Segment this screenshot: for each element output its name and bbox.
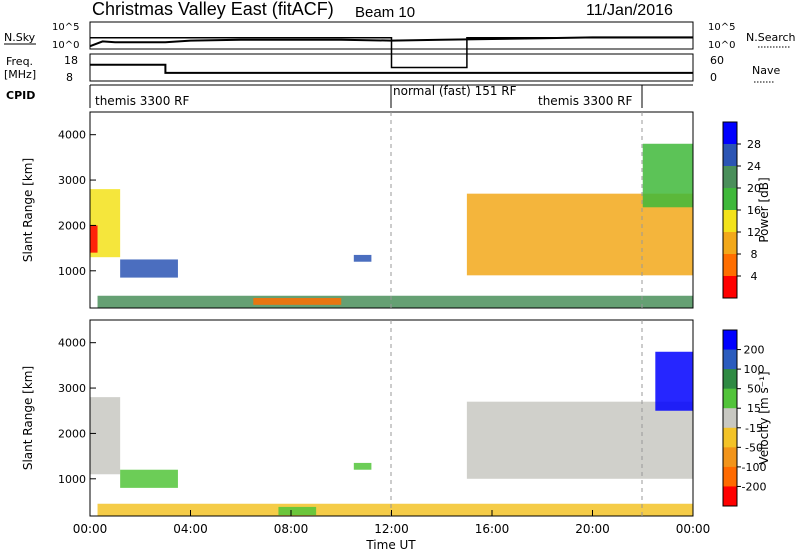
- velocity-ytick-label-1000: 1000: [58, 473, 86, 486]
- nsky-tick-bottom: 10^0: [52, 40, 79, 51]
- power-region-8: [642, 143, 693, 208]
- velocity-region-6: [466, 401, 693, 479]
- xtick-label-3: 08:00: [274, 522, 309, 536]
- xtick-label-4: 12:00: [374, 522, 409, 536]
- velocity-colorbar-tick-label-7: -100: [742, 461, 767, 474]
- velocity-region-7: [655, 351, 693, 411]
- nave-series-line: [90, 37, 693, 69]
- freq-tick-bottom: 8: [66, 71, 73, 84]
- velocity-colorbar-segment-1: [723, 330, 737, 351]
- velocity-colorbar-segment-7: [723, 447, 737, 468]
- velocity-colorbar: 200 100 50 15 -15 -50 -100 -200: [722, 329, 767, 507]
- power-ylabel: Slant Range [km]: [21, 158, 35, 262]
- power-colorbar-segment-6: [723, 232, 737, 255]
- date-label: 11/Jan/2016: [586, 2, 673, 19]
- nave-tick-top: 60: [710, 54, 724, 67]
- velocity-colorbar-tick-label-1: 200: [744, 344, 765, 357]
- freq-series-line: [90, 63, 693, 74]
- station-title: Christmas Valley East (fitACF): [92, 0, 334, 19]
- xaxis-label: Time UT: [365, 538, 416, 552]
- velocity-colorbar-segment-5: [723, 408, 737, 429]
- velocity-region-4: [278, 506, 317, 516]
- freq-label: Freq.: [6, 55, 33, 68]
- nave-tick-bottom: 0: [710, 71, 717, 84]
- velocity-colorbar-segment-9: [723, 486, 737, 507]
- power-region-5: [253, 298, 342, 305]
- power-region-2: [90, 225, 98, 253]
- power-ytick-label-2000: 2000: [58, 219, 86, 232]
- power-colorbar-segment-1: [723, 122, 737, 145]
- power-colorbar-tick-label-7: 4: [751, 270, 758, 283]
- power-ytick-label-1000: 1000: [58, 265, 86, 278]
- power-heatmap: [90, 143, 694, 308]
- power-colorbar-segment-2: [723, 144, 737, 167]
- velocity-colorbar-segment-4: [723, 388, 737, 409]
- velocity-ylabel: Slant Range [km]: [21, 366, 35, 470]
- power-colorbar-tick-label-6: 8: [751, 248, 758, 261]
- power-yaxis: 4000 3000 2000 1000: [58, 129, 96, 278]
- nsky-tick-top: 10^5: [52, 22, 79, 33]
- velocity-colorbar-tick-label-4: 15: [747, 402, 761, 415]
- cpid-segment-3: themis 3300 RF: [538, 94, 632, 108]
- power-colorbar-segment-8: [723, 276, 737, 299]
- power-colorbar-tick-label-4: 16: [747, 204, 761, 217]
- nsearch-label: N.Search: [746, 31, 796, 44]
- power-region-6: [353, 254, 372, 262]
- freq-unit-label: [MHz]: [4, 68, 36, 81]
- power-ytick-label-3000: 3000: [58, 174, 86, 187]
- power-colorbar-tick-label-5: 12: [747, 226, 761, 239]
- velocity-yaxis: 4000 3000 2000 1000: [58, 337, 96, 486]
- velocity-colorbar-frame: [722, 329, 738, 507]
- time-axis: 00:00 04:00 08:00 12:00 16:00 20:00 00:00: [73, 510, 711, 536]
- cpid-label: CPID: [6, 89, 35, 102]
- velocity-colorbar-segment-6: [723, 427, 737, 448]
- xtick-label-6: 20:00: [575, 522, 610, 536]
- velocity-ytick-label-4000: 4000: [58, 337, 86, 350]
- nsky-label: N.Sky: [4, 31, 36, 44]
- power-colorbar-segment-4: [723, 188, 737, 211]
- xtick-label-1: 00:00: [73, 522, 108, 536]
- velocity-ytick-label-3000: 3000: [58, 382, 86, 395]
- nsearch-tick-top: 10^5: [708, 22, 735, 33]
- nave-label: Nave: [752, 64, 780, 77]
- power-region-3: [120, 259, 178, 278]
- nsearch-tick-bottom: 10^0: [708, 40, 735, 51]
- velocity-region-1: [90, 397, 121, 475]
- power-ytick-label-4000: 4000: [58, 129, 86, 142]
- xtick-label-7: 00:00: [676, 522, 711, 536]
- power-colorbar-label: Power [dB]: [757, 177, 771, 242]
- velocity-colorbar-segment-2: [723, 349, 737, 370]
- velocity-colorbar-tick-label-8: -200: [742, 480, 767, 493]
- power-colorbar-segment-3: [723, 166, 737, 189]
- cpid-segment-1: themis 3300 RF: [95, 94, 189, 108]
- power-region-4: [97, 295, 694, 308]
- velocity-colorbar-label: Velocity [m s⁻¹]: [757, 371, 771, 464]
- velocity-region-3: [97, 503, 694, 516]
- velocity-colorbar-segment-3: [723, 369, 737, 390]
- velocity-colorbar-segment-8: [723, 466, 737, 487]
- velocity-region-5: [353, 462, 372, 470]
- beam-label: Beam 10: [355, 4, 415, 21]
- xtick-label-2: 04:00: [173, 522, 208, 536]
- power-colorbar: 28 24 20 16 12 8 4: [722, 121, 761, 299]
- xtick-label-5: 16:00: [475, 522, 510, 536]
- power-colorbar-segment-5: [723, 210, 737, 233]
- freq-tick-top: 18: [64, 54, 78, 67]
- power-colorbar-tick-label-3: 20: [747, 182, 761, 195]
- velocity-region-2: [120, 469, 178, 488]
- power-colorbar-tick-label-1: 28: [747, 138, 761, 151]
- velocity-heatmap: [90, 351, 694, 516]
- velocity-ytick-label-2000: 2000: [58, 427, 86, 440]
- velocity-colorbar-tick-label-5: -15: [745, 422, 763, 435]
- velocity-colorbar-tick-label-6: -50: [745, 441, 763, 454]
- power-colorbar-tick-label-2: 24: [747, 160, 761, 173]
- velocity-colorbar-tick-label-2: 100: [744, 363, 765, 376]
- power-colorbar-segment-7: [723, 254, 737, 277]
- cpid-segment-2: normal (fast) 151 RF: [393, 84, 517, 98]
- velocity-colorbar-tick-label-3: 50: [747, 383, 761, 396]
